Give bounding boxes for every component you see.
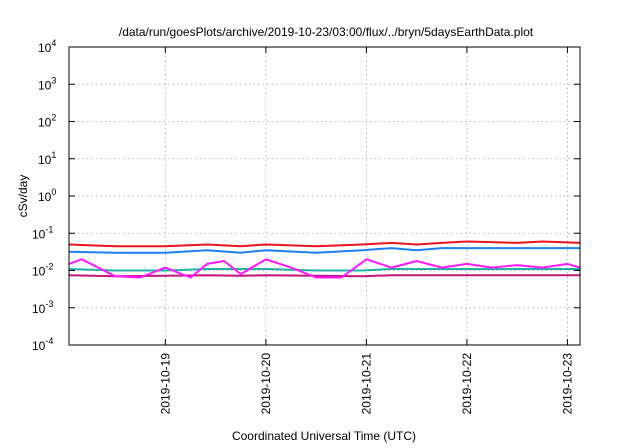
x-axis-label: Coordinated Universal Time (UTC): [232, 429, 416, 443]
series-line-5: [69, 258, 580, 279]
y-tick-exponent: 0: [51, 187, 56, 197]
series-line-1: [69, 240, 580, 248]
y-tick-base: 10: [32, 302, 46, 316]
y-tick-exponent: 2: [51, 113, 56, 123]
x-tick-label: 2019-10-19: [158, 353, 172, 415]
y-tick-base: 10: [38, 116, 52, 130]
y-tick-label: 10-1: [32, 224, 53, 241]
y-tick-base: 10: [32, 265, 46, 279]
y-tick-exponent: -3: [45, 299, 53, 309]
y-tick-label: 103: [38, 75, 56, 92]
x-axis: 2019-10-19 2019-10-20 2019-10-21 2019-10-22…: [158, 47, 574, 414]
y-tick-base: 10: [32, 227, 46, 241]
series-line-3: [69, 268, 580, 272]
y-tick-base: 10: [38, 190, 52, 204]
series-line-4: [69, 274, 580, 278]
y-tick-label: 10-3: [32, 299, 53, 316]
y-tick-exponent: 4: [51, 38, 56, 48]
y-tick-exponent: 1: [51, 150, 56, 160]
series-line-2: [69, 247, 580, 254]
chart-title: /data/run/goesPlots/archive/2019-10-23/0…: [119, 25, 534, 39]
x-tick-label: 2019-10-22: [460, 353, 474, 415]
y-tick-label: 100: [38, 187, 56, 204]
y-tick-label: 10-4: [32, 336, 53, 353]
x-tick-label: 2019-10-20: [259, 353, 273, 415]
y-tick-exponent: -1: [45, 224, 53, 234]
y-tick-label: 101: [38, 150, 56, 167]
y-tick-exponent: 3: [51, 75, 56, 85]
y-tick-label: 10-2: [32, 262, 53, 279]
y-tick-base: 10: [38, 78, 52, 92]
series-group: [69, 240, 580, 279]
y-axis-label: cSv/day: [16, 175, 30, 218]
y-tick-base: 10: [38, 153, 52, 167]
x-tick-label: 2019-10-23: [560, 353, 574, 415]
x-tick-label: 2019-10-21: [359, 353, 373, 415]
y-tick-base: 10: [32, 339, 46, 353]
y-tick-exponent: -4: [45, 336, 53, 346]
grid: [69, 47, 580, 345]
y-tick-label: 104: [38, 38, 56, 55]
y-tick-base: 10: [38, 41, 52, 55]
y-tick-exponent: -2: [45, 262, 53, 272]
y-tick-label: 102: [38, 113, 56, 130]
